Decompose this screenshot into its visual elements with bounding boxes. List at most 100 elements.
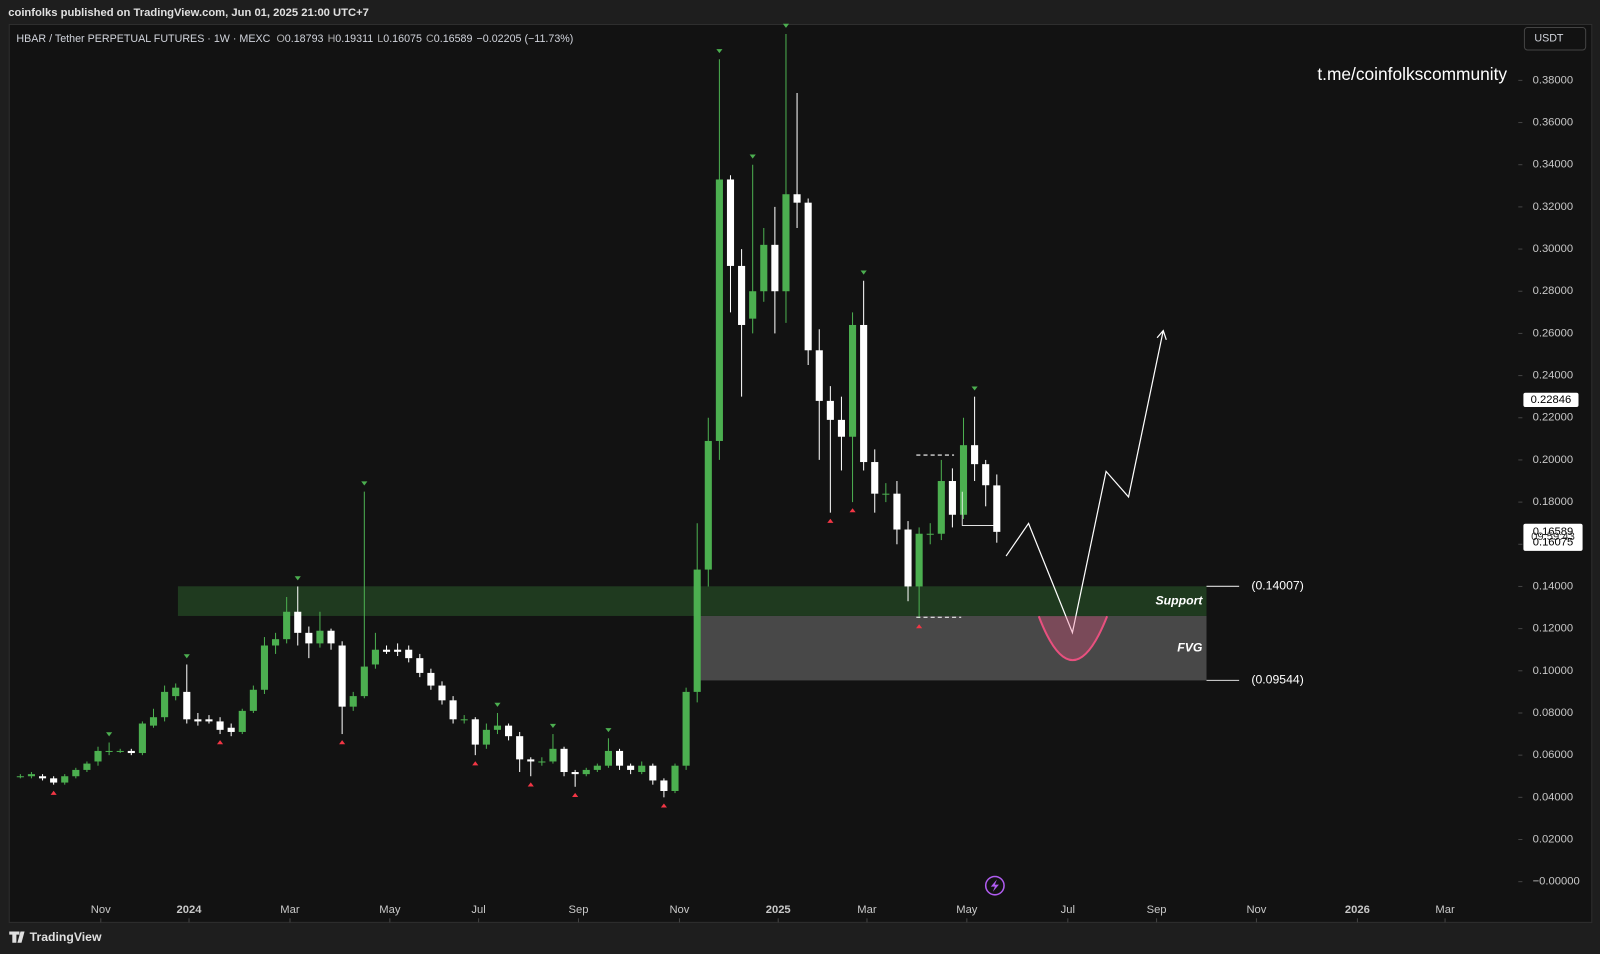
candle-body bbox=[993, 485, 1001, 532]
candle-body bbox=[161, 691, 169, 718]
candle-body bbox=[438, 685, 446, 701]
zone bbox=[700, 615, 1207, 681]
change: −0.02205 (−11.73%) bbox=[477, 33, 574, 45]
candle-body bbox=[660, 780, 668, 791]
currency-button-label[interactable]: USDT bbox=[1534, 33, 1564, 45]
chart-area bbox=[8, 23, 1593, 923]
x-tick-label: Jul bbox=[1061, 904, 1075, 916]
candle-body bbox=[959, 445, 968, 515]
y-tick-label: 0.30000 bbox=[1533, 243, 1574, 255]
candle-body bbox=[105, 750, 113, 752]
candle-body bbox=[471, 719, 479, 745]
x-tick-label: Mar bbox=[857, 904, 877, 916]
y-tick-label: 0.10000 bbox=[1533, 665, 1574, 677]
y-tick-label: 0.26000 bbox=[1533, 327, 1574, 339]
x-tick-label: Mar bbox=[1435, 904, 1455, 916]
zone-label: Support bbox=[1156, 593, 1204, 607]
candle-body bbox=[449, 700, 457, 720]
candle-body bbox=[283, 611, 291, 640]
y-tick-label: 0.08000 bbox=[1533, 707, 1574, 719]
last-close: 0.16589 bbox=[1533, 526, 1574, 538]
pivot-high-marker bbox=[749, 154, 756, 159]
pivot-high-marker bbox=[782, 23, 790, 28]
candle-body bbox=[804, 202, 812, 351]
candle-body bbox=[738, 265, 746, 325]
pivot-high-marker bbox=[294, 576, 301, 581]
candle-body bbox=[882, 493, 890, 495]
x-tick-label: Mar bbox=[280, 904, 300, 916]
candle-body bbox=[460, 719, 468, 721]
legend: HBAR / Tether PERPETUAL FUTURES · 1W · M… bbox=[16, 33, 573, 45]
y-tick-label: 0.14000 bbox=[1533, 580, 1574, 592]
projection-path bbox=[1005, 330, 1164, 635]
candle-body bbox=[371, 649, 379, 665]
candle-body bbox=[349, 696, 357, 707]
candle-body bbox=[138, 723, 146, 754]
pivot-low-marker bbox=[827, 518, 834, 523]
y-tick-label: 0.12000 bbox=[1533, 623, 1574, 635]
candle-body bbox=[516, 736, 524, 760]
candle-body bbox=[427, 672, 435, 686]
candle-body bbox=[172, 687, 180, 697]
y-tick-label: −0.00000 bbox=[1533, 876, 1580, 888]
candle-body bbox=[571, 772, 579, 775]
candle-body bbox=[893, 493, 901, 530]
x-tick-label: Sep bbox=[568, 904, 588, 916]
candle-body bbox=[227, 727, 235, 732]
candle-body bbox=[305, 632, 313, 644]
lightning-bolt[interactable] bbox=[990, 879, 999, 892]
candle-body bbox=[915, 533, 923, 587]
pivot-high-marker bbox=[716, 49, 723, 54]
x-tick-label: Sep bbox=[1147, 904, 1167, 916]
candle-body bbox=[127, 750, 135, 754]
candle-body bbox=[527, 759, 535, 762]
candle-body bbox=[72, 769, 80, 777]
symbol: HBAR / Tether PERPETUAL FUTURES · 1W · M… bbox=[16, 33, 270, 45]
x-tick-label: 2024 bbox=[177, 904, 203, 916]
zone-label: FVG bbox=[1177, 640, 1203, 654]
footer-brand: TradingView bbox=[30, 930, 102, 944]
pivot-high-marker bbox=[106, 732, 113, 737]
candle-body bbox=[394, 649, 402, 652]
c-label: C bbox=[426, 33, 434, 45]
price-tag-label: 0.22846 bbox=[1531, 394, 1572, 406]
candle-body bbox=[649, 765, 657, 781]
x-tick-label: May bbox=[379, 904, 401, 916]
y-tick-label: 0.38000 bbox=[1533, 74, 1574, 86]
y-tick-label: 0.02000 bbox=[1533, 833, 1574, 845]
candle-body bbox=[61, 776, 69, 783]
x-tick-label: 2026 bbox=[1345, 904, 1370, 916]
o-value: 0.18793 bbox=[285, 33, 324, 45]
candle-body bbox=[782, 194, 790, 292]
pivot-low-marker bbox=[472, 761, 479, 766]
x-tick-label: 2025 bbox=[766, 904, 791, 916]
y-tick-label: 0.22000 bbox=[1533, 412, 1574, 424]
candle-body bbox=[815, 350, 823, 401]
lightning-icon[interactable] bbox=[984, 875, 1005, 896]
x-tick-label: Nov bbox=[1246, 904, 1266, 916]
x-tick-label: Nov bbox=[669, 904, 689, 916]
currency-button[interactable] bbox=[1523, 27, 1587, 51]
candle-body bbox=[693, 569, 701, 692]
last-price-box bbox=[1523, 523, 1583, 551]
h-label: H bbox=[328, 33, 336, 45]
candle-body bbox=[771, 244, 779, 292]
candle-body bbox=[715, 179, 723, 441]
pivot-high-marker bbox=[361, 481, 368, 486]
candle-body bbox=[493, 725, 502, 730]
candle-body bbox=[837, 419, 846, 437]
candle-body bbox=[604, 750, 612, 766]
pivot-high-marker bbox=[860, 270, 867, 275]
candle-body bbox=[327, 630, 335, 644]
y-tick-label: 0.36000 bbox=[1533, 117, 1574, 129]
pivot-low-marker bbox=[50, 790, 57, 795]
candle-body bbox=[216, 721, 224, 730]
o-label: O bbox=[276, 33, 284, 45]
candle-body bbox=[382, 649, 391, 652]
candle-body bbox=[149, 717, 158, 726]
pivot-high-marker bbox=[605, 728, 612, 733]
candle-body bbox=[205, 719, 213, 722]
x-tick-label: Nov bbox=[91, 904, 111, 916]
candle-body bbox=[505, 725, 513, 737]
